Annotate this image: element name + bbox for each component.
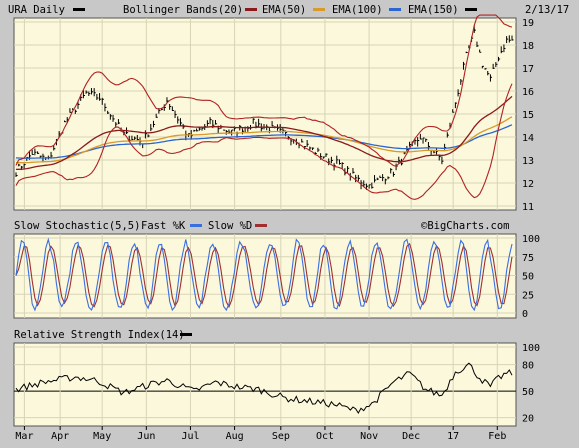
- ema100-line: [16, 116, 513, 164]
- price-y-tick: 15: [522, 110, 534, 121]
- ema50-line: [15, 95, 513, 171]
- symbol-label: URA Daily: [8, 4, 65, 16]
- x-tick-label: 17: [447, 431, 459, 442]
- ema150-swatch: [465, 8, 477, 11]
- stoch-slow-label: Slow %D: [208, 220, 252, 232]
- header-legend: URA Daily Bollinger Bands(20) EMA(50) EM…: [8, 4, 569, 16]
- stoch-y-tick: 0: [522, 309, 528, 320]
- stoch-y-tick: 100: [522, 234, 540, 245]
- rsi-title: Relative Strength Index(14): [14, 329, 185, 341]
- price-y-tick: 17: [522, 64, 534, 75]
- x-tick-label: Feb: [488, 431, 506, 442]
- date-label: 2/13/17: [525, 4, 569, 16]
- watermark: ©BigCharts.com: [421, 220, 510, 232]
- rsi-y-tick: 100: [522, 343, 540, 354]
- bollinger-swatch: [245, 8, 257, 11]
- slowd-swatch: [255, 224, 267, 227]
- x-tick-label: May: [93, 431, 111, 442]
- stoch-fast-label: Fast %K: [141, 220, 186, 232]
- stoch-title: Slow Stochastic(5,5): [14, 220, 140, 232]
- x-tick-label: Sep: [272, 431, 290, 442]
- rsi-y-tick: 20: [522, 414, 534, 425]
- rsi-panel: [13, 342, 517, 427]
- x-tick-label: Oct: [316, 431, 334, 442]
- bollinger-upper: [15, 14, 513, 167]
- ema150-line: [15, 124, 513, 159]
- price-y-tick: 19: [522, 18, 534, 29]
- rsi-plot: [15, 362, 513, 414]
- ema100-swatch: [389, 8, 401, 11]
- price-y-tick: 16: [522, 87, 534, 98]
- bollinger-lower: [15, 83, 513, 200]
- x-tick-label: Jun: [137, 431, 155, 442]
- fastk-swatch: [190, 224, 202, 227]
- stoch-y-tick: 50: [522, 272, 534, 283]
- price-y-axis: 11 12 13 14 15 16 17 18 19: [522, 18, 534, 213]
- price-grid: [14, 18, 516, 210]
- ema100-label: EMA(100): [332, 4, 383, 16]
- stoch-y-axis: 0 25 50 75 100: [522, 234, 540, 320]
- x-tick-label: Nov: [360, 431, 378, 442]
- stoch-y-tick: 25: [522, 290, 534, 301]
- rsi-y-axis: 20 50 80 100: [522, 343, 540, 425]
- price-swatch: [73, 8, 85, 11]
- x-tick-label: Dec: [402, 431, 420, 442]
- rsi-line: [15, 362, 513, 414]
- price-y-tick: 11: [522, 202, 534, 213]
- rsi-swatch: [180, 333, 192, 336]
- price-y-tick: 12: [522, 179, 534, 190]
- price-plot: [15, 14, 514, 200]
- rsi-y-tick: 50: [522, 387, 534, 398]
- price-y-tick: 18: [522, 41, 534, 52]
- x-axis: Mar Apr May Jun Jul Aug Sep Oct Nov Dec 17 Feb: [15, 426, 506, 442]
- ema50-label: EMA(50): [262, 4, 306, 16]
- ema150-label: EMA(150): [408, 4, 459, 16]
- x-tick-label: Apr: [51, 431, 69, 442]
- rsi-y-tick: 80: [522, 361, 534, 372]
- x-tick-label: Mar: [15, 431, 33, 442]
- x-tick-label: Jul: [181, 431, 199, 442]
- fastk-line: [15, 237, 513, 312]
- stoch-plot: [15, 237, 513, 312]
- bollinger-label: Bollinger Bands(20): [123, 4, 243, 16]
- price-y-tick: 14: [522, 133, 534, 144]
- stoch-y-tick: 75: [522, 253, 534, 264]
- ema50-swatch: [313, 8, 325, 11]
- x-tick-label: Aug: [226, 431, 244, 442]
- slowd-line: [15, 242, 513, 309]
- price-y-tick: 13: [522, 156, 534, 167]
